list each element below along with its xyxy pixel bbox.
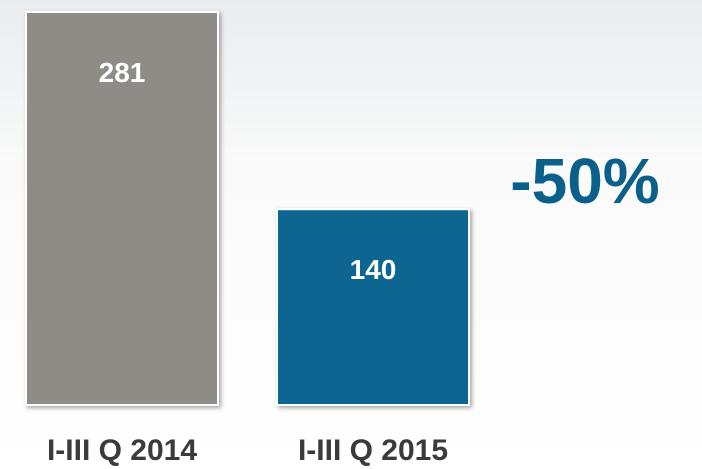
bar bbox=[276, 208, 470, 406]
annotation: -50% bbox=[510, 145, 659, 217]
x-tick-label: I-III Q 2015 bbox=[298, 434, 448, 467]
value-label: 281 bbox=[99, 57, 146, 88]
x-tick-label: I-III Q 2014 bbox=[47, 434, 197, 467]
bar bbox=[25, 11, 219, 406]
value-label: 140 bbox=[350, 254, 397, 285]
